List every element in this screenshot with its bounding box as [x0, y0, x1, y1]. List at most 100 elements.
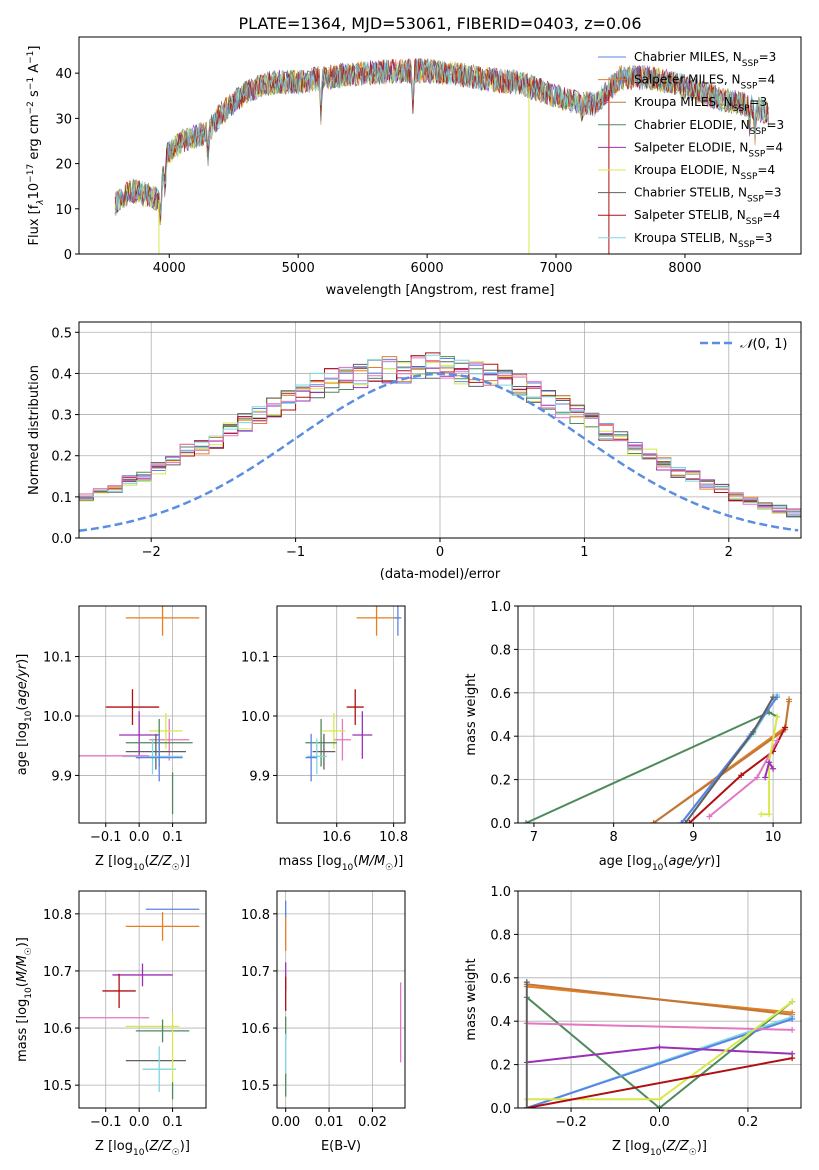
x-tick-label: 10.6 — [322, 830, 351, 845]
x-tick-label: 0.1 — [162, 830, 183, 845]
weight-marker — [706, 813, 713, 820]
y-axis-label: Normed distribution — [27, 365, 42, 495]
legend-entry: Chabrier MILES, NSSP=3 — [634, 50, 776, 69]
x-tick-label: 7 — [530, 830, 538, 845]
x-tick-label: 0 — [436, 545, 444, 560]
x-tick-label: 7000 — [539, 261, 572, 276]
weight-series — [525, 711, 778, 823]
weight-lines — [522, 691, 793, 823]
weight-marker — [758, 811, 765, 818]
y-tick-label: 0.8 — [490, 643, 511, 658]
weight-marker — [656, 1044, 663, 1051]
residuals-panel: −2 −1 0 1 2 0.0 0.1 0.2 0.3 0.4 0.5 (data-model)/er… — [27, 321, 802, 582]
y-tick-label: 0.2 — [490, 774, 511, 789]
x-tick-label: 5000 — [282, 261, 315, 276]
figure-title: PLATE=1364, MJD=53061, FIBERID=0403, z=0… — [238, 14, 641, 33]
y-tick-label: 9.9 — [51, 769, 72, 784]
gaussian-curve — [79, 372, 799, 533]
axes-frame — [78, 36, 802, 255]
axes-frame — [276, 605, 406, 824]
weight-series — [526, 1022, 793, 1031]
spectrum-lines — [114, 57, 769, 254]
age-vs-Z-panel: −0.1 0.0 0.1 9.9 10.0 10.1 Z [log10(Z/Z☉)] age … — [15, 605, 207, 873]
histogram-series — [79, 352, 801, 522]
weight-vs-Z-panel: −0.2 0.0 0.2 0.0 0.2 0.4 0.6 0.8 1.0 mass weight Z… — [464, 885, 802, 1158]
y-tick-label: 0.4 — [490, 730, 511, 745]
y-tick-label: 10.7 — [43, 965, 72, 980]
y-axis-label: mass weight — [464, 958, 479, 1040]
x-tick-label: 0.01 — [315, 1115, 344, 1130]
y-tick-label: 10.5 — [241, 1079, 270, 1094]
axes-frame — [276, 890, 406, 1109]
y-tick-label: 0.8 — [490, 928, 511, 943]
x-tick-label: −0.2 — [555, 1115, 587, 1130]
weight-marker — [686, 820, 693, 823]
y-tick-label: 0.4 — [490, 1015, 511, 1030]
x-tick-label: −0.1 — [90, 1115, 122, 1130]
x-tick-label: 8 — [610, 830, 618, 845]
legend-entry: 𝒩(0, 1) — [740, 337, 787, 352]
y-tick-label: 40 — [55, 67, 72, 82]
y-tick-label: 0.0 — [490, 817, 511, 832]
y-tick-label: 0.0 — [490, 1102, 511, 1117]
y-tick-label: 0.0 — [51, 532, 72, 547]
x-tick-label: 0.1 — [162, 1115, 183, 1130]
histogram-series — [79, 358, 801, 521]
errorbar-points — [305, 606, 402, 782]
y-tick-label: 0.2 — [51, 450, 72, 465]
legend-entry: Kroupa STELIB, NSSP=3 — [634, 231, 772, 250]
weight-series — [526, 1057, 793, 1108]
legend-entry: Chabrier ELODIE, NSSP=3 — [634, 118, 784, 137]
y-tick-label: 0.6 — [490, 972, 511, 987]
histogram-series — [79, 361, 801, 517]
x-tick-label: 8000 — [668, 261, 701, 276]
weight-marker — [523, 979, 530, 986]
y-tick-label: 10.5 — [43, 1079, 72, 1094]
weight-marker — [774, 713, 781, 720]
weight-marker — [770, 694, 777, 701]
weight-series — [526, 983, 793, 1016]
histogram-series — [79, 357, 801, 516]
weight-marker — [738, 772, 745, 779]
y-tick-label: 0.5 — [51, 326, 72, 341]
weight-marker — [754, 774, 761, 781]
weight-marker — [789, 1026, 796, 1033]
y-tick-label: 1.0 — [490, 600, 511, 615]
y-tick-label: 10.0 — [241, 710, 270, 725]
x-tick-label: 0.0 — [129, 1115, 150, 1130]
weight-marker — [789, 998, 796, 1005]
y-tick-label: 10.8 — [241, 908, 270, 923]
weight-marker — [650, 820, 657, 823]
x-tick-label: −1 — [286, 545, 305, 560]
y-tick-label: 10.7 — [241, 965, 270, 980]
y-tick-label: 0.1 — [51, 491, 72, 506]
y-tick-label: 10.8 — [43, 908, 72, 923]
weight-marker — [789, 1016, 796, 1023]
y-tick-label: 10.6 — [43, 1022, 72, 1037]
x-tick-label: 0.02 — [358, 1115, 387, 1130]
axes-frame — [517, 605, 802, 824]
errorbar-points — [79, 908, 200, 1100]
weight-series — [688, 727, 786, 823]
x-tick-label: −0.1 — [90, 830, 122, 845]
y-tick-label: 10.1 — [241, 651, 270, 666]
histogram-series — [79, 359, 801, 519]
legend-entry: Salpeter MILES, NSSP=4 — [634, 73, 775, 92]
mass-vs-Z-panel: −0.1 0.0 0.1 10.5 10.6 10.7 10.8 Z [log10(Z/Z☉)… — [15, 890, 207, 1158]
histogram-series — [79, 356, 801, 518]
y-axis-label: Flux [fλ10−17 erg cm−2 s−1 A−1] — [26, 46, 46, 246]
weight-marker — [766, 811, 773, 818]
weight-marker — [786, 696, 793, 703]
x-axis-label: wavelength [Angstrom, rest frame] — [326, 283, 555, 298]
x-tick-label: 0.00 — [271, 1115, 300, 1130]
errorbar-points — [79, 606, 200, 815]
y-tick-label: 20 — [55, 158, 72, 173]
y-tick-label: 0.6 — [490, 687, 511, 702]
x-tick-label: 0.2 — [738, 1115, 759, 1130]
mass-vs-EBV-panel: 0.00 0.01 0.02 10.5 10.6 10.7 10.8 E(B-V) — [241, 890, 406, 1154]
x-tick-label: 4000 — [153, 261, 186, 276]
spectrum-legend: Chabrier MILES, NSSP=3 Salpeter MILES, NS… — [598, 50, 784, 250]
weight-lines — [523, 979, 796, 1108]
x-tick-label: 6000 — [411, 261, 444, 276]
weight-marker — [766, 759, 773, 766]
